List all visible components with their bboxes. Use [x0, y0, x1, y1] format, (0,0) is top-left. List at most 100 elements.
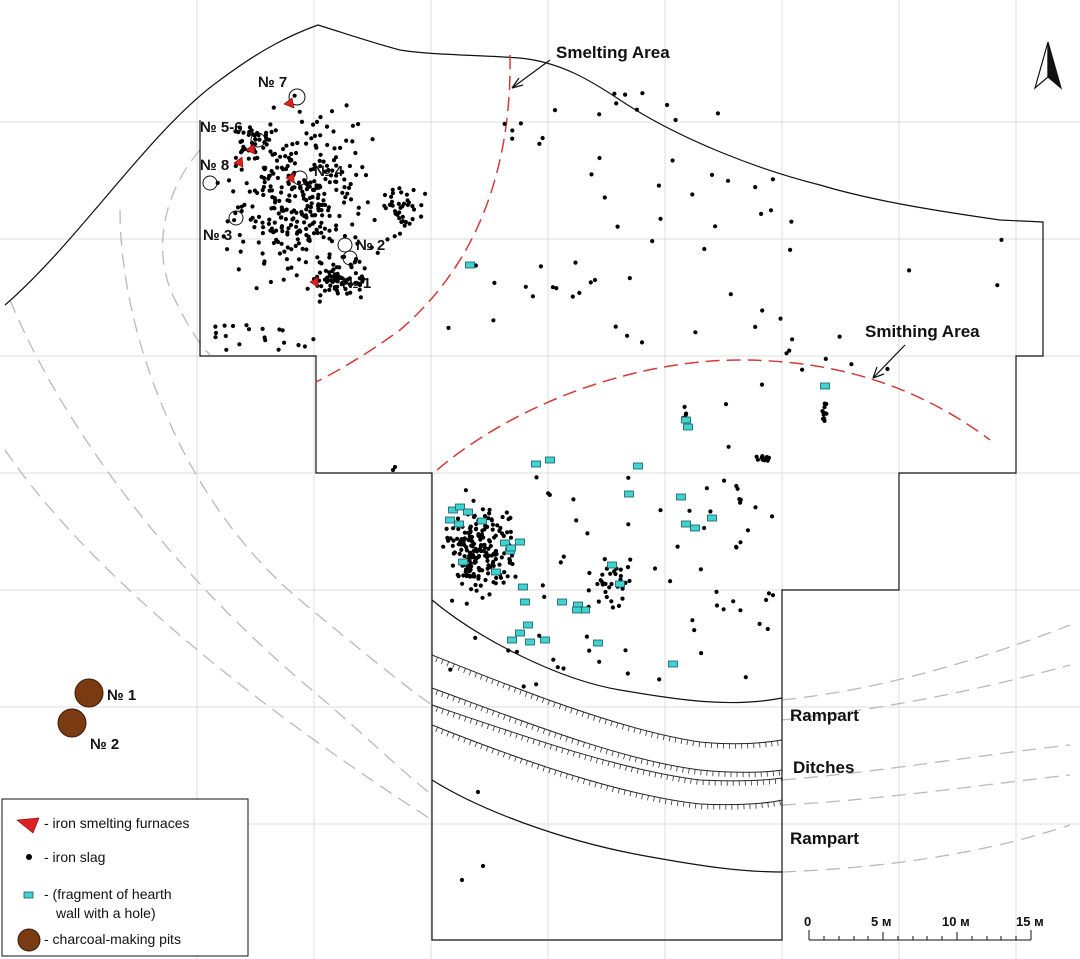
slag-point: [597, 155, 602, 161]
slag-point: [481, 548, 486, 554]
ditch-hatching: [435, 657, 783, 810]
slag-point: [885, 366, 890, 372]
slag-point: [592, 277, 598, 283]
slag-point: [276, 347, 281, 352]
slag-point: [291, 216, 296, 221]
slag-point: [344, 138, 349, 143]
slag-point: [400, 214, 405, 219]
ditch-hatch-tick: [611, 786, 614, 793]
slag-point: [260, 326, 265, 331]
slag-point: [271, 240, 276, 246]
slag-point: [585, 531, 590, 536]
scale-label-10: 10 м: [942, 914, 970, 929]
slag-point: [628, 557, 633, 562]
slag-point: [248, 217, 253, 222]
slag-point: [353, 235, 358, 240]
slag-point: [350, 139, 355, 144]
slag-point: [342, 185, 347, 190]
slag-point: [616, 603, 622, 609]
slag-point: [235, 205, 241, 210]
slag-point: [237, 232, 242, 238]
slag-point: [577, 290, 582, 295]
slag-point: [483, 577, 488, 583]
north-arrow-icon: [1033, 41, 1063, 90]
slag-point: [292, 185, 297, 190]
ditch-hatch-tick: [587, 713, 590, 719]
ditch-hatch-tick: [598, 717, 602, 723]
slag-point: [271, 171, 276, 176]
ditch-hatch-tick: [652, 761, 655, 767]
charcoal-pit-1-label: № 1: [107, 687, 136, 704]
slag-point: [308, 167, 314, 172]
ditch-hatch-tick: [658, 762, 661, 768]
scale-labels: 0 5 м 10 м 15 м: [804, 914, 1044, 929]
slag-point: [514, 649, 520, 655]
slag-point: [823, 356, 828, 361]
slag-point: [256, 133, 261, 138]
ditch-hatch-tick: [526, 737, 530, 743]
slag-point: [753, 505, 758, 510]
slag-point: [760, 454, 765, 459]
slag-point: [708, 509, 713, 514]
slag-point: [551, 657, 556, 662]
slag-point: [241, 130, 246, 135]
slag-point: [233, 163, 238, 169]
slag-point: [613, 571, 618, 577]
furnace-7-label: № 7: [258, 74, 287, 91]
ditch-hatch-tick: [542, 766, 545, 772]
slag-point: [745, 528, 751, 533]
ditch-hatch-tick: [452, 663, 455, 669]
slag-point: [500, 514, 505, 520]
hearth-fragment: [515, 629, 525, 637]
slag-point: [357, 259, 362, 264]
slag-point: [293, 150, 299, 156]
slag-point: [587, 570, 592, 576]
ditch-hatch-tick: [639, 729, 642, 735]
slag-point: [252, 225, 257, 230]
slag-point: [627, 276, 632, 281]
slag-point: [233, 211, 238, 216]
slag-point: [518, 121, 524, 126]
slag-point: [260, 231, 265, 236]
slag-point: [273, 128, 278, 133]
slag-point: [334, 265, 339, 270]
ditch-hatch-tick: [765, 742, 767, 748]
slag-point: [702, 525, 707, 531]
slag-point: [713, 224, 718, 229]
slag-point: [485, 524, 490, 530]
smithing-area-label: Smithing Area: [865, 322, 980, 341]
slag-point: [333, 227, 339, 232]
slag-point: [314, 227, 319, 232]
slag-point: [513, 574, 518, 579]
slag-point: [698, 567, 704, 572]
ditch-hatch-tick: [680, 738, 683, 744]
charcoal-pit-1: [74, 678, 104, 708]
ditch-hatch-tick: [469, 702, 472, 708]
ditch-hatch-tick: [435, 706, 439, 712]
ditch-hatch-tick: [486, 724, 490, 730]
ditch-hatch-tick: [463, 737, 466, 743]
slag-point: [652, 566, 658, 571]
legend-hearth-icon: [23, 891, 34, 899]
slag-point: [849, 362, 854, 367]
furnace-8-marker: [233, 156, 244, 168]
slag-point: [506, 648, 511, 653]
slag-point: [542, 594, 547, 600]
slag-point: [272, 206, 277, 211]
ditch-hatch-tick: [520, 720, 523, 726]
slag-point: [311, 337, 316, 342]
ditch-hatch-tick: [767, 802, 769, 808]
slag-point: [312, 179, 317, 184]
slag-point: [318, 293, 323, 298]
slag-point: [331, 267, 336, 272]
ditch-hatch-tick: [629, 791, 632, 797]
slag-point: [455, 516, 461, 521]
slag-point: [273, 200, 278, 205]
slag-point: [627, 578, 632, 584]
slag-point: [284, 143, 289, 148]
slag-point: [292, 161, 297, 166]
ditch-hatch-tick: [778, 770, 781, 776]
legend-furnace-text: - iron smelting furnaces: [44, 815, 190, 831]
hearth-fragment: [540, 636, 550, 644]
ditch-hatch-tick: [441, 691, 444, 697]
